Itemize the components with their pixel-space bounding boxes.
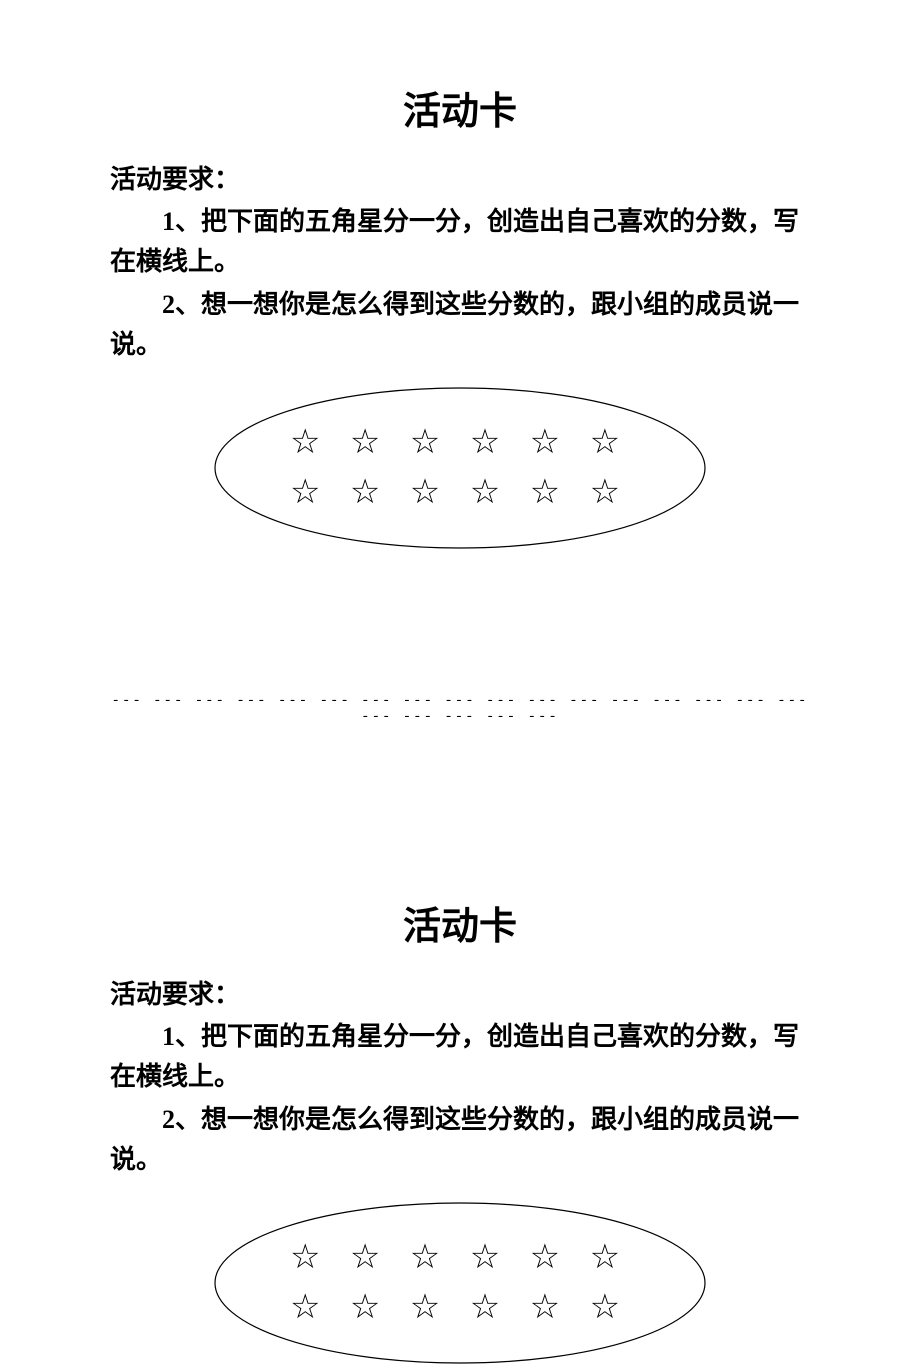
instruction-2: 2、想一想你是怎么得到这些分数的，跟小组的成员说一说。 (110, 285, 810, 366)
star-row-top: ☆ ☆ ☆ ☆ ☆ ☆ (290, 423, 630, 461)
card-title: 活动卡 (110, 80, 810, 135)
requirements-label: 活动要求： (110, 159, 810, 196)
star-row-bottom: ☆ ☆ ☆ ☆ ☆ ☆ (290, 473, 630, 511)
star-row-top: ☆ ☆ ☆ ☆ ☆ ☆ (290, 1238, 630, 1276)
star-ellipse-svg: ☆ ☆ ☆ ☆ ☆ ☆ ☆ ☆ ☆ ☆ ☆ ☆ (210, 1198, 710, 1368)
card-title: 活动卡 (110, 895, 810, 950)
star-ellipse-container: ☆ ☆ ☆ ☆ ☆ ☆ ☆ ☆ ☆ ☆ ☆ ☆ (110, 383, 810, 553)
ellipse-outline (215, 388, 705, 548)
star-row-bottom: ☆ ☆ ☆ ☆ ☆ ☆ (290, 1288, 630, 1326)
activity-card-2: 活动卡 活动要求： 1、把下面的五角星分一分，创造出自己喜欢的分数，写在横线上。… (110, 895, 810, 1368)
star-ellipse-container: ☆ ☆ ☆ ☆ ☆ ☆ ☆ ☆ ☆ ☆ ☆ ☆ (110, 1198, 810, 1368)
instruction-1: 1、把下面的五角星分一分，创造出自己喜欢的分数，写在横线上。 (110, 202, 810, 283)
requirements-label: 活动要求： (110, 974, 810, 1011)
instruction-1: 1、把下面的五角星分一分，创造出自己喜欢的分数，写在横线上。 (110, 1017, 810, 1098)
instruction-2: 2、想一想你是怎么得到这些分数的，跟小组的成员说一说。 (110, 1100, 810, 1181)
ellipse-outline (215, 1203, 705, 1363)
star-ellipse-svg: ☆ ☆ ☆ ☆ ☆ ☆ ☆ ☆ ☆ ☆ ☆ ☆ (210, 383, 710, 553)
dashed-divider: --- --- --- --- --- --- --- --- --- --- … (110, 693, 810, 725)
activity-card-1: 活动卡 活动要求： 1、把下面的五角星分一分，创造出自己喜欢的分数，写在横线上。… (110, 80, 810, 553)
